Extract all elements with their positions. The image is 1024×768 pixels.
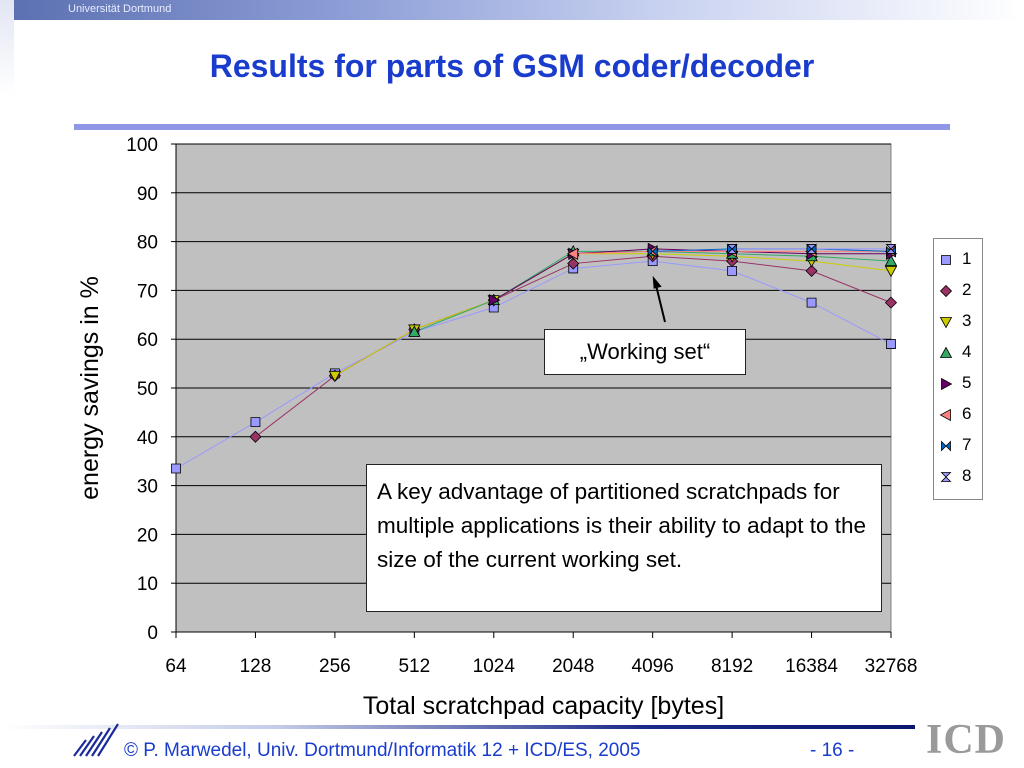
y-tick-label: 40 (137, 428, 158, 449)
series-3-line (334, 253, 892, 377)
left-decoration-strip (0, 0, 14, 95)
legend-marker-triangle-left-icon (939, 408, 951, 422)
legend-marker-triangle-up-icon (939, 346, 953, 358)
legend-label: 2 (962, 280, 972, 299)
legend-item-2: 2 (934, 276, 982, 306)
legend-marker-triangle-down-icon (939, 317, 953, 329)
y-tick-label: 90 (137, 184, 158, 205)
legend-label: 3 (962, 311, 972, 330)
y-tick-label: 10 (137, 574, 158, 595)
series-8-point (726, 244, 738, 254)
y-tick-label: 70 (137, 281, 158, 302)
series-6-point (566, 247, 579, 260)
institution-name: Universität Dortmund (68, 3, 172, 15)
x-tick-label: 1024 (473, 656, 516, 677)
legend-marker-triangle-right-icon (941, 377, 953, 391)
series-1-point (250, 417, 261, 428)
x-tick-label: 64 (165, 656, 187, 677)
legend-label: 4 (962, 342, 972, 361)
header-bar: Universität Dortmund (0, 0, 1024, 20)
legend-item-7: 7 (934, 431, 982, 461)
series-1-line (175, 260, 892, 469)
legend-item-4: 4 (934, 338, 982, 368)
legend-item-3: 3 (934, 307, 982, 337)
x-tick-label: 32768 (865, 656, 918, 677)
y-tick-label: 20 (137, 525, 158, 546)
series-1-point (806, 297, 817, 308)
header-corner-decoration (1008, 0, 1024, 16)
y-tick-label: 0 (147, 623, 158, 644)
slide-title: Results for parts of GSM coder/decoder (209, 48, 815, 84)
legend-item-5: 5 (934, 369, 982, 399)
footer-rule (0, 725, 915, 729)
legend-label: 8 (962, 466, 972, 485)
chart-legend: 1 2 3 4 5 6 7 8 (933, 238, 983, 500)
x-tick-label: 2048 (552, 656, 594, 677)
y-tick-label: 100 (126, 135, 158, 156)
series-4-point (884, 254, 898, 267)
icd-logo: ICD (926, 717, 1007, 763)
series-1-point (886, 339, 896, 349)
series-1-point (171, 463, 181, 474)
legend-marker-square-icon (941, 255, 951, 265)
legend-item-1: 1 (934, 245, 982, 275)
legend-label: 5 (962, 373, 972, 392)
series-8-point (806, 244, 818, 254)
y-tick-label: 30 (137, 477, 158, 498)
working-set-callout: „Working set“ (544, 329, 746, 375)
key-advantage-callout: A key advantage of partitioned scratchpa… (366, 464, 882, 612)
legend-marker-diamond-icon (939, 284, 953, 298)
legend-label: 1 (962, 249, 972, 268)
x-tick-label: 128 (240, 656, 272, 677)
series-3-point (884, 265, 898, 278)
series-4-point (408, 325, 421, 337)
legend-marker-hourglass-icon (940, 472, 952, 482)
series-2-point (249, 430, 262, 443)
series-2-point (805, 264, 818, 277)
y-tick-label: 80 (137, 233, 158, 254)
y-tick-label: 60 (137, 330, 158, 351)
working-set-arrowhead (652, 275, 662, 289)
page-number: - 16 - (810, 740, 855, 761)
legend-item-6: 6 (934, 400, 982, 430)
legend-item-8: 8 (934, 462, 982, 492)
title-underline (74, 124, 950, 130)
series-3-point (328, 370, 342, 383)
legend-marker-bowtie-icon (941, 440, 951, 452)
x-tick-label: 256 (319, 656, 351, 677)
x-tick-label: 16384 (785, 656, 838, 677)
x-tick-label: 8192 (711, 656, 753, 677)
series-5-point (488, 293, 501, 307)
series-8-point (885, 244, 897, 254)
y-tick-label: 50 (137, 379, 158, 400)
legend-label: 7 (962, 435, 972, 454)
y-axis-label: energy savings in % (76, 276, 104, 500)
dortmund-logo-icon (73, 723, 119, 757)
working-set-arrow (654, 283, 666, 323)
series-2-point (567, 257, 580, 270)
x-axis-label: Total scratchpad capacity [bytes] (363, 692, 724, 720)
series-2-point (884, 296, 898, 309)
x-tick-label: 4096 (632, 656, 674, 677)
series-1-point (727, 265, 738, 276)
legend-label: 6 (962, 404, 972, 423)
x-tick-label: 512 (398, 656, 430, 677)
series-7-point (647, 245, 658, 257)
footer-copyright: © P. Marwedel, Univ. Dortmund/Informatik… (124, 740, 641, 761)
